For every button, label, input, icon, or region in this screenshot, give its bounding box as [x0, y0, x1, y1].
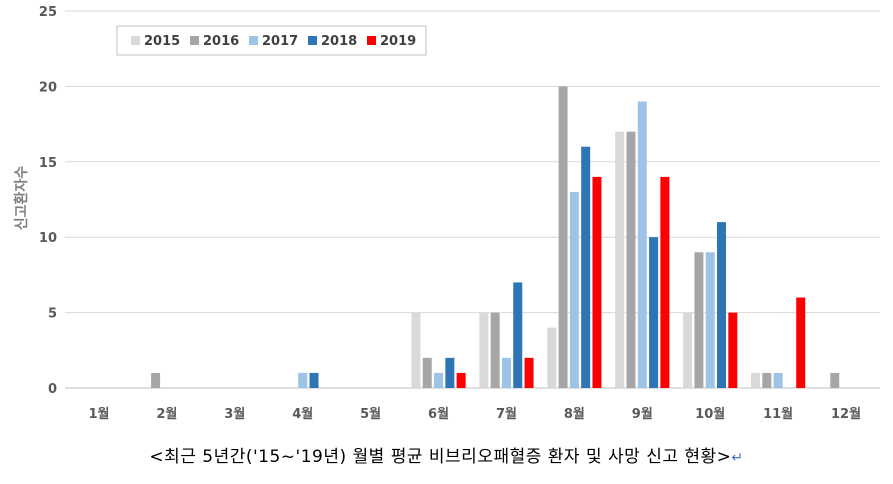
- bar-2018-7: [513, 282, 523, 388]
- bar-2015-6: [411, 312, 421, 388]
- bar-2016-9: [626, 131, 636, 388]
- bar-2017-10: [705, 252, 715, 388]
- bar-2018-4: [309, 372, 319, 388]
- x-tick-label: 5월: [360, 406, 381, 422]
- legend-label-2015: 2015: [144, 34, 180, 49]
- bar-2019-6: [456, 372, 466, 388]
- bar-2016-2: [151, 372, 161, 388]
- legend-label-2018: 2018: [321, 34, 357, 49]
- bar-2016-11: [762, 372, 772, 388]
- x-tick-label: 11월: [763, 406, 793, 422]
- x-tick-label: 7월: [496, 406, 517, 422]
- y-axis-ticks: 0 5 10 15 20 25: [39, 5, 57, 397]
- bar-2017-6: [434, 372, 444, 388]
- bar-2015-8: [547, 327, 557, 388]
- legend: 2015 2016 2017 2018 2019: [116, 25, 427, 56]
- x-tick-label: 12월: [831, 406, 861, 422]
- bar-2016-6: [422, 357, 432, 388]
- bar-2018-9: [649, 237, 659, 388]
- bar-2019-8: [592, 176, 602, 388]
- legend-swatch-2015: [131, 36, 140, 45]
- bar-2015-11: [751, 372, 761, 388]
- bar-2019-11: [796, 297, 806, 388]
- y-axis-label: 신고환자수: [13, 166, 30, 231]
- bar-2017-9: [637, 101, 647, 388]
- legend-swatch-2019: [367, 36, 376, 45]
- bar-2017-8: [569, 191, 579, 388]
- bar-2019-10: [728, 312, 738, 388]
- x-tick-label: 2월: [156, 406, 177, 422]
- legend-swatch-2018: [308, 36, 317, 45]
- caption-text: <최근 5년간('15~'19년) 월별 평균 비브리오패혈증 환자 및 사망 …: [149, 447, 732, 467]
- legend-label-2016: 2016: [203, 34, 239, 49]
- y-tick-label: 5: [48, 307, 57, 322]
- bar-2019-9: [660, 176, 670, 388]
- x-tick-label: 10월: [695, 406, 725, 422]
- bar-2015-10: [683, 312, 693, 388]
- legend-label-2019: 2019: [380, 34, 416, 49]
- x-tick-label: 8월: [564, 406, 585, 422]
- legend-swatch-2017: [249, 36, 258, 45]
- bar-2017-4: [298, 372, 308, 388]
- paragraph-mark-icon: ↵: [731, 450, 744, 466]
- legend-label-2017: 2017: [262, 34, 298, 49]
- bar-2016-8: [558, 86, 568, 389]
- y-tick-label: 0: [48, 382, 57, 397]
- bar-2016-7: [490, 312, 500, 388]
- bar-2019-7: [524, 357, 534, 388]
- bars: [151, 86, 840, 389]
- chart-caption: <최근 5년간('15~'19년) 월별 평균 비브리오패혈증 환자 및 사망 …: [0, 442, 893, 467]
- y-tick-label: 20: [39, 80, 57, 95]
- bar-2017-11: [773, 372, 783, 388]
- bar-2018-6: [445, 357, 455, 388]
- bar-2015-9: [615, 131, 625, 388]
- x-tick-label: 9월: [632, 406, 653, 422]
- bar-2015-7: [479, 312, 489, 388]
- x-tick-label: 3월: [224, 406, 245, 422]
- gridlines: [65, 10, 880, 389]
- bar-2016-12: [830, 372, 840, 388]
- y-tick-label: 25: [39, 5, 57, 20]
- bar-chart: 0 5 10 15 20 25 1월 2월 3월 4월 5월 6월 7월 8월 9월 10월 11월 12월 신…: [13, 5, 880, 422]
- x-tick-label: 4월: [292, 406, 313, 422]
- x-tick-label: 6월: [428, 406, 449, 422]
- x-tick-label: 1월: [88, 406, 109, 422]
- x-axis-ticks: 1월 2월 3월 4월 5월 6월 7월 8월 9월 10월 11월 12월: [88, 406, 861, 422]
- y-tick-label: 15: [39, 156, 57, 171]
- legend-swatch-2016: [190, 36, 199, 45]
- bar-2016-10: [694, 252, 704, 388]
- bar-2018-8: [581, 146, 591, 388]
- bar-2018-10: [717, 222, 727, 388]
- bar-2017-7: [501, 357, 511, 388]
- y-tick-label: 10: [39, 231, 57, 246]
